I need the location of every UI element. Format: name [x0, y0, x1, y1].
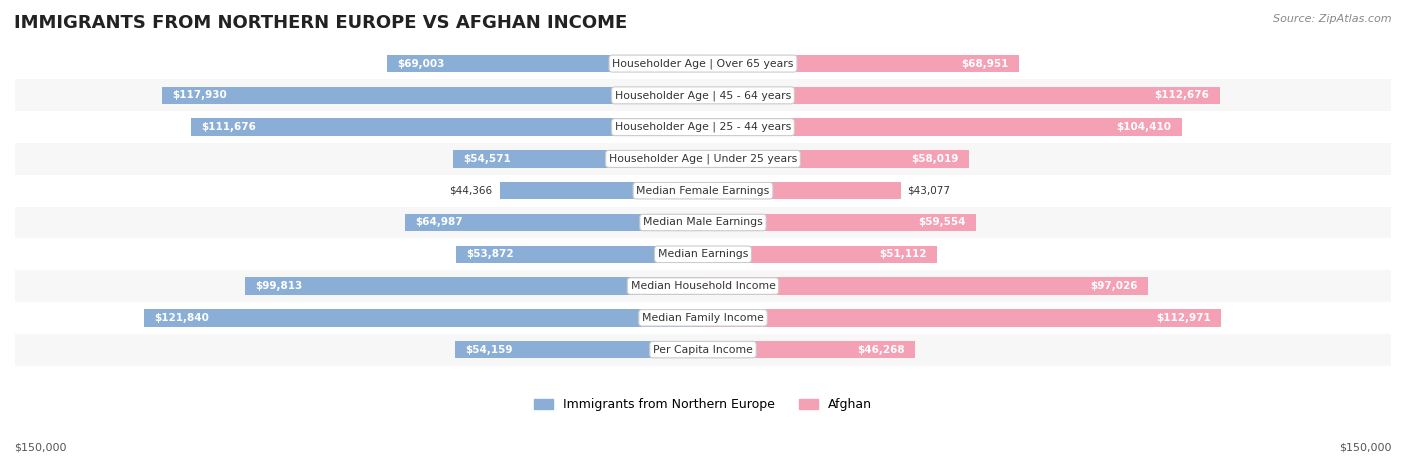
Bar	[191, 119, 703, 136]
Text: Median Family Income: Median Family Income	[643, 313, 763, 323]
Text: $43,077: $43,077	[907, 186, 950, 196]
Text: $150,000: $150,000	[1340, 443, 1392, 453]
Text: $51,112: $51,112	[880, 249, 927, 259]
Bar	[454, 341, 703, 358]
Bar	[456, 246, 703, 263]
Text: $112,676: $112,676	[1154, 90, 1209, 100]
Bar	[145, 309, 703, 326]
Text: Householder Age | Over 65 years: Householder Age | Over 65 years	[612, 58, 794, 69]
Bar	[453, 150, 703, 168]
Bar	[15, 334, 1391, 366]
Bar	[703, 214, 976, 231]
Bar	[703, 277, 1149, 295]
Text: $112,971: $112,971	[1156, 313, 1211, 323]
Bar	[15, 302, 1391, 334]
Text: $111,676: $111,676	[201, 122, 256, 132]
Text: $121,840: $121,840	[155, 313, 209, 323]
Bar	[703, 86, 1220, 104]
Text: $54,571: $54,571	[463, 154, 510, 164]
Bar	[162, 86, 703, 104]
Text: $64,987: $64,987	[415, 218, 463, 227]
Bar	[703, 150, 969, 168]
Bar	[245, 277, 703, 295]
Text: Median Household Income: Median Household Income	[630, 281, 776, 291]
Bar	[15, 143, 1391, 175]
Text: $59,554: $59,554	[918, 218, 966, 227]
Text: Householder Age | Under 25 years: Householder Age | Under 25 years	[609, 154, 797, 164]
Text: $44,366: $44,366	[450, 186, 492, 196]
Text: Householder Age | 45 - 64 years: Householder Age | 45 - 64 years	[614, 90, 792, 100]
Bar	[703, 119, 1182, 136]
Text: $117,930: $117,930	[173, 90, 228, 100]
Text: $150,000: $150,000	[14, 443, 66, 453]
Text: Median Female Earnings: Median Female Earnings	[637, 186, 769, 196]
Bar	[405, 214, 703, 231]
Bar	[15, 270, 1391, 302]
Bar	[15, 175, 1391, 206]
Legend: Immigrants from Northern Europe, Afghan: Immigrants from Northern Europe, Afghan	[529, 394, 877, 417]
Text: $54,159: $54,159	[465, 345, 512, 354]
Bar	[387, 55, 703, 72]
Text: Source: ZipAtlas.com: Source: ZipAtlas.com	[1274, 14, 1392, 24]
Bar	[703, 341, 915, 358]
Bar	[703, 309, 1222, 326]
Text: Per Capita Income: Per Capita Income	[652, 345, 754, 354]
Text: $46,268: $46,268	[858, 345, 905, 354]
Bar	[15, 238, 1391, 270]
Text: IMMIGRANTS FROM NORTHERN EUROPE VS AFGHAN INCOME: IMMIGRANTS FROM NORTHERN EUROPE VS AFGHA…	[14, 14, 627, 32]
Bar	[15, 206, 1391, 238]
Text: $99,813: $99,813	[256, 281, 302, 291]
Bar	[15, 111, 1391, 143]
Bar	[15, 79, 1391, 111]
Text: Median Male Earnings: Median Male Earnings	[643, 218, 763, 227]
Text: $53,872: $53,872	[467, 249, 513, 259]
Text: Householder Age | 25 - 44 years: Householder Age | 25 - 44 years	[614, 122, 792, 132]
Bar	[499, 182, 703, 199]
Text: $58,019: $58,019	[911, 154, 959, 164]
Bar	[703, 246, 938, 263]
Text: $69,003: $69,003	[396, 58, 444, 69]
Bar	[703, 182, 901, 199]
Text: $68,951: $68,951	[962, 58, 1010, 69]
Text: $104,410: $104,410	[1116, 122, 1171, 132]
Bar	[703, 55, 1019, 72]
Text: Median Earnings: Median Earnings	[658, 249, 748, 259]
Bar	[15, 48, 1391, 79]
Text: $97,026: $97,026	[1090, 281, 1137, 291]
